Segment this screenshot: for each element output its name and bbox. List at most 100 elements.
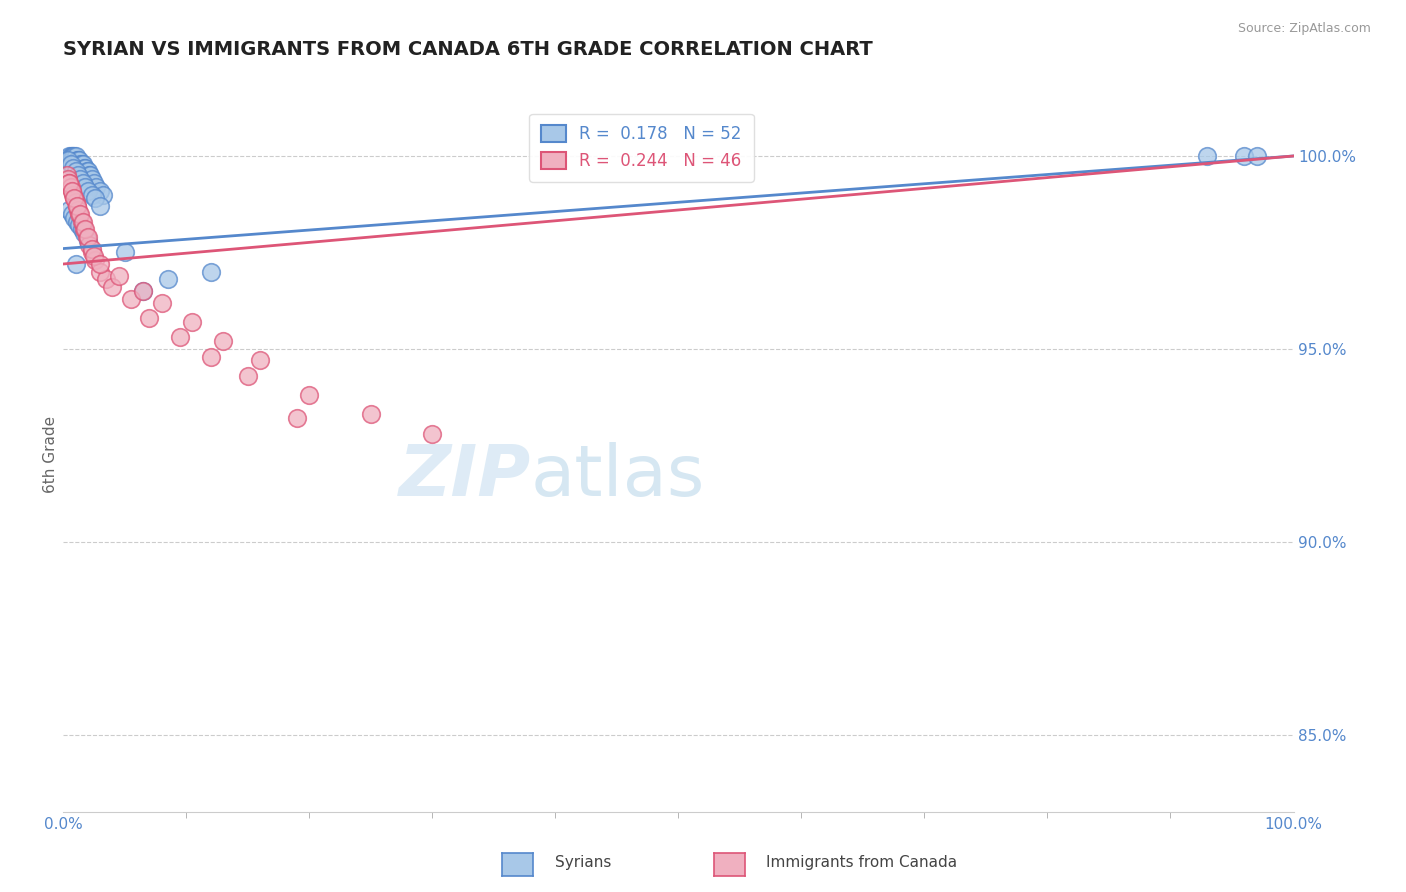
Point bbox=[83, 176, 105, 190]
Point bbox=[62, 187, 84, 202]
Point bbox=[60, 149, 83, 163]
Point bbox=[285, 411, 308, 425]
Point bbox=[89, 199, 111, 213]
Point bbox=[72, 157, 94, 171]
Point bbox=[66, 199, 89, 213]
Point bbox=[67, 207, 90, 221]
Point bbox=[298, 388, 321, 402]
Point bbox=[200, 350, 222, 364]
Point bbox=[70, 157, 93, 171]
Point bbox=[67, 153, 90, 167]
Point bbox=[200, 265, 222, 279]
Point bbox=[58, 202, 80, 217]
Point bbox=[66, 214, 89, 228]
Point bbox=[65, 164, 87, 178]
Point bbox=[84, 191, 107, 205]
Point bbox=[249, 353, 271, 368]
Point bbox=[60, 207, 83, 221]
Point bbox=[80, 172, 103, 186]
Point bbox=[150, 295, 173, 310]
Point bbox=[70, 222, 93, 236]
Text: Immigrants from Canada: Immigrants from Canada bbox=[766, 855, 957, 870]
Point bbox=[69, 172, 91, 186]
Point bbox=[96, 272, 118, 286]
Point bbox=[83, 249, 105, 263]
Text: Syrians: Syrians bbox=[555, 855, 612, 870]
Point bbox=[107, 268, 129, 283]
Point bbox=[69, 207, 91, 221]
Point bbox=[56, 153, 79, 167]
Point bbox=[76, 234, 98, 248]
Point bbox=[120, 292, 142, 306]
Point bbox=[76, 164, 98, 178]
Point bbox=[60, 184, 83, 198]
Point bbox=[63, 149, 86, 163]
Point bbox=[67, 153, 90, 167]
Point bbox=[89, 265, 111, 279]
Point bbox=[62, 161, 84, 175]
Point bbox=[1246, 149, 1268, 163]
Text: SYRIAN VS IMMIGRANTS FROM CANADA 6TH GRADE CORRELATION CHART: SYRIAN VS IMMIGRANTS FROM CANADA 6TH GRA… bbox=[63, 40, 873, 59]
Point bbox=[56, 168, 79, 182]
Point bbox=[58, 176, 80, 190]
Point bbox=[80, 187, 103, 202]
Point bbox=[73, 226, 96, 240]
Point bbox=[76, 164, 98, 178]
Point bbox=[114, 245, 136, 260]
Text: atlas: atlas bbox=[531, 442, 706, 511]
Text: ZIP: ZIP bbox=[398, 442, 531, 511]
Point bbox=[132, 284, 155, 298]
Point bbox=[66, 199, 89, 213]
Point bbox=[65, 195, 87, 210]
Point bbox=[75, 179, 97, 194]
Point bbox=[89, 184, 111, 198]
Point bbox=[236, 368, 259, 383]
Point bbox=[62, 149, 84, 163]
Point bbox=[66, 153, 89, 167]
Point bbox=[75, 161, 97, 175]
Point bbox=[77, 237, 100, 252]
Point bbox=[80, 245, 103, 260]
Point bbox=[63, 191, 86, 205]
Point bbox=[59, 179, 82, 194]
Point bbox=[65, 149, 87, 163]
Point bbox=[72, 176, 94, 190]
Point bbox=[1233, 149, 1256, 163]
Y-axis label: 6th Grade: 6th Grade bbox=[42, 417, 58, 493]
Point bbox=[132, 284, 155, 298]
Point bbox=[79, 168, 101, 182]
Point bbox=[60, 184, 83, 198]
Point bbox=[77, 168, 100, 182]
Point bbox=[101, 280, 124, 294]
Point bbox=[67, 168, 90, 182]
Point bbox=[65, 257, 87, 271]
Point bbox=[72, 214, 94, 228]
Point bbox=[76, 184, 98, 198]
Point bbox=[56, 172, 79, 186]
Point bbox=[76, 230, 98, 244]
Point bbox=[76, 230, 98, 244]
Point bbox=[80, 242, 103, 256]
Point bbox=[69, 157, 91, 171]
Point bbox=[56, 153, 79, 167]
Point bbox=[67, 202, 90, 217]
Point bbox=[75, 222, 97, 236]
Point bbox=[59, 149, 82, 163]
Point bbox=[169, 330, 191, 344]
Point bbox=[58, 149, 80, 163]
Point bbox=[59, 157, 82, 171]
Point bbox=[181, 315, 204, 329]
Point bbox=[73, 222, 96, 236]
Point bbox=[89, 257, 111, 271]
Point bbox=[360, 408, 382, 422]
Point bbox=[86, 179, 108, 194]
Point bbox=[1197, 149, 1219, 163]
Point bbox=[138, 310, 160, 325]
Point bbox=[58, 176, 80, 190]
Point bbox=[422, 426, 444, 441]
Text: Source: ZipAtlas.com: Source: ZipAtlas.com bbox=[1237, 22, 1371, 36]
Point bbox=[91, 187, 114, 202]
Point bbox=[70, 214, 93, 228]
Point bbox=[63, 211, 86, 225]
Point bbox=[156, 272, 179, 286]
